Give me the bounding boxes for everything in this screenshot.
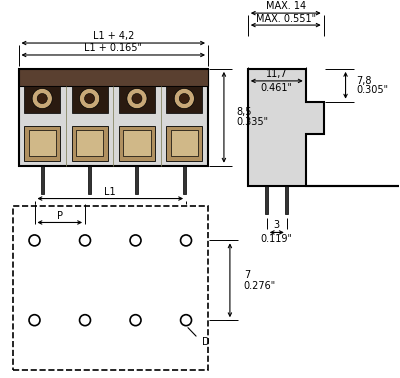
Circle shape <box>80 88 100 108</box>
Circle shape <box>37 93 47 104</box>
Bar <box>285 186 288 214</box>
Bar <box>265 186 268 214</box>
Circle shape <box>179 93 189 104</box>
Bar <box>18 69 208 86</box>
Text: 7,8: 7,8 <box>356 76 372 86</box>
Circle shape <box>180 235 192 246</box>
Text: MAX. 0.551": MAX. 0.551" <box>256 14 316 24</box>
Bar <box>18 69 208 166</box>
Bar <box>76 130 103 156</box>
Circle shape <box>32 88 52 108</box>
Bar <box>24 126 60 161</box>
Circle shape <box>80 235 90 246</box>
Text: 0.119": 0.119" <box>261 234 293 245</box>
Text: 3: 3 <box>274 220 280 231</box>
Circle shape <box>80 315 90 326</box>
Bar <box>183 166 186 194</box>
Bar <box>171 130 198 156</box>
Circle shape <box>130 235 141 246</box>
Bar <box>166 86 202 113</box>
Bar <box>88 166 91 194</box>
Circle shape <box>84 93 95 104</box>
Text: L1 + 4,2: L1 + 4,2 <box>92 31 134 41</box>
Text: 8,5: 8,5 <box>236 107 251 117</box>
Bar <box>123 130 151 156</box>
Text: 0.305": 0.305" <box>356 85 389 95</box>
Bar <box>12 206 208 370</box>
Text: D: D <box>202 337 210 347</box>
Bar <box>119 126 155 161</box>
Bar <box>28 130 56 156</box>
Text: 0.276": 0.276" <box>244 281 276 291</box>
Text: L1: L1 <box>104 187 116 197</box>
Circle shape <box>29 315 40 326</box>
Text: 0.335": 0.335" <box>236 117 268 127</box>
Polygon shape <box>248 69 400 186</box>
Text: 0.461": 0.461" <box>261 83 293 93</box>
Circle shape <box>174 88 194 108</box>
Bar <box>166 126 202 161</box>
Bar <box>72 86 108 113</box>
Text: P: P <box>57 212 63 222</box>
Bar <box>72 126 108 161</box>
Text: L1 + 0.165": L1 + 0.165" <box>84 43 142 53</box>
Text: MAX. 14: MAX. 14 <box>266 1 306 11</box>
Circle shape <box>132 93 142 104</box>
Bar <box>119 86 155 113</box>
Circle shape <box>29 235 40 246</box>
Circle shape <box>130 315 141 326</box>
Circle shape <box>127 88 147 108</box>
Circle shape <box>180 315 192 326</box>
Bar <box>136 166 138 194</box>
Bar <box>24 86 60 113</box>
Text: 7: 7 <box>244 270 250 280</box>
Bar <box>41 166 44 194</box>
Text: 11,7: 11,7 <box>266 69 288 79</box>
